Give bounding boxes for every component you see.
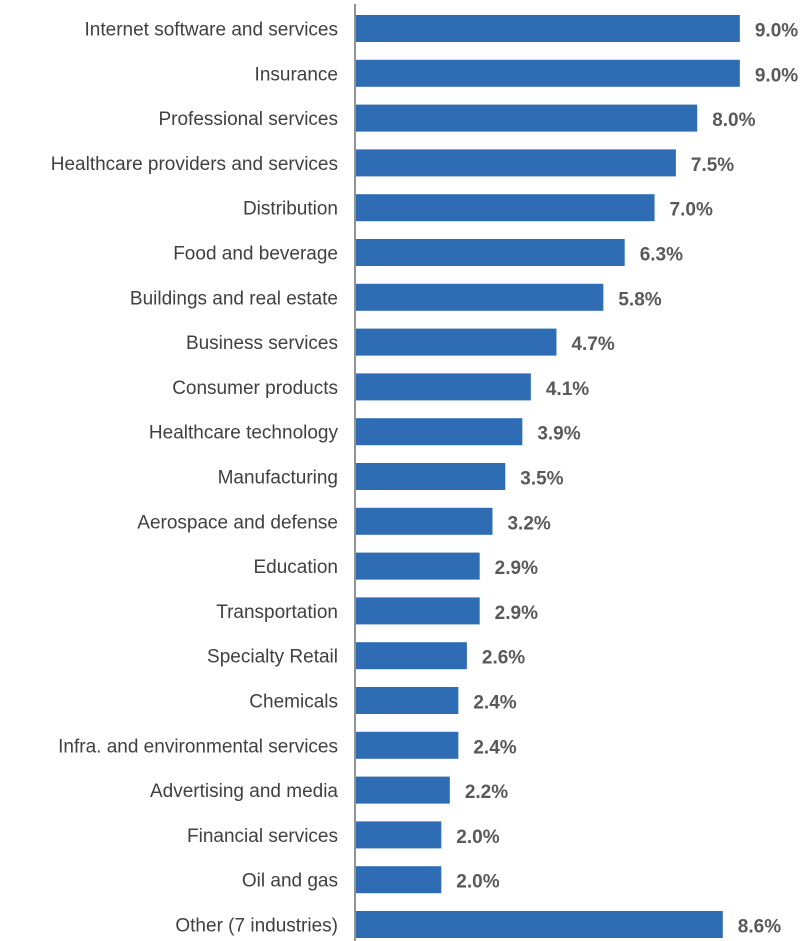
category-label: Advertising and media [150, 781, 338, 802]
category-label: Distribution [243, 199, 338, 220]
value-label: 4.7% [571, 334, 614, 355]
category-label: Internet software and services [85, 20, 338, 41]
value-label: 2.0% [456, 827, 499, 848]
value-label: 3.5% [520, 469, 563, 490]
bar [356, 911, 723, 938]
bar [356, 776, 450, 804]
value-label: 6.3% [640, 245, 683, 266]
value-label: 3.9% [537, 424, 580, 445]
category-label: Professional services [158, 109, 338, 130]
category-label: Aerospace and defense [137, 512, 338, 533]
value-label: 2.4% [473, 693, 516, 714]
category-label: Transportation [216, 602, 338, 623]
value-label: 2.0% [456, 872, 499, 893]
bar [356, 552, 480, 580]
bar [356, 866, 442, 894]
category-label: Healthcare providers and services [51, 154, 338, 175]
bar [356, 821, 442, 849]
value-label: 2.9% [495, 558, 538, 579]
category-label: Chemicals [249, 692, 338, 713]
bar [356, 59, 740, 87]
bar [356, 731, 459, 759]
bar [356, 15, 740, 42]
value-label: 5.8% [618, 289, 661, 310]
bar [356, 687, 459, 714]
category-label: Financial services [187, 826, 338, 847]
bar [356, 597, 480, 625]
category-label: Manufacturing [218, 468, 338, 489]
category-label: Insurance [255, 64, 338, 85]
category-label: Food and beverage [173, 244, 338, 265]
category-label: Infra. and environmental services [58, 736, 338, 757]
category-label: Business services [186, 333, 338, 354]
value-label: 9.0% [755, 21, 798, 42]
value-label: 2.9% [495, 603, 538, 624]
bar [356, 463, 506, 490]
value-label: 2.6% [482, 648, 525, 669]
bar [356, 104, 698, 132]
bar [356, 373, 531, 401]
bar [356, 418, 523, 446]
value-label: 9.0% [755, 65, 798, 86]
category-label: Other (7 industries) [175, 916, 338, 937]
bar [356, 328, 557, 356]
category-label: Healthcare technology [149, 423, 339, 444]
bar [356, 507, 493, 535]
bar [356, 239, 625, 266]
category-label: Specialty Retail [207, 647, 338, 668]
value-label: 3.2% [507, 513, 550, 534]
value-label: 7.5% [691, 155, 734, 176]
value-label: 2.2% [465, 782, 508, 803]
value-label: 7.0% [670, 200, 713, 221]
value-label: 8.6% [738, 917, 781, 938]
category-label: Oil and gas [242, 871, 338, 892]
value-label: 8.0% [712, 110, 755, 131]
bar [356, 283, 604, 311]
bar [356, 642, 467, 670]
bar [356, 194, 655, 222]
value-label: 2.4% [473, 737, 516, 758]
category-label: Buildings and real estate [130, 288, 338, 309]
category-label: Education [253, 557, 338, 578]
value-label: 4.1% [546, 379, 589, 400]
bar [356, 149, 676, 177]
category-label: Consumer products [172, 378, 338, 399]
